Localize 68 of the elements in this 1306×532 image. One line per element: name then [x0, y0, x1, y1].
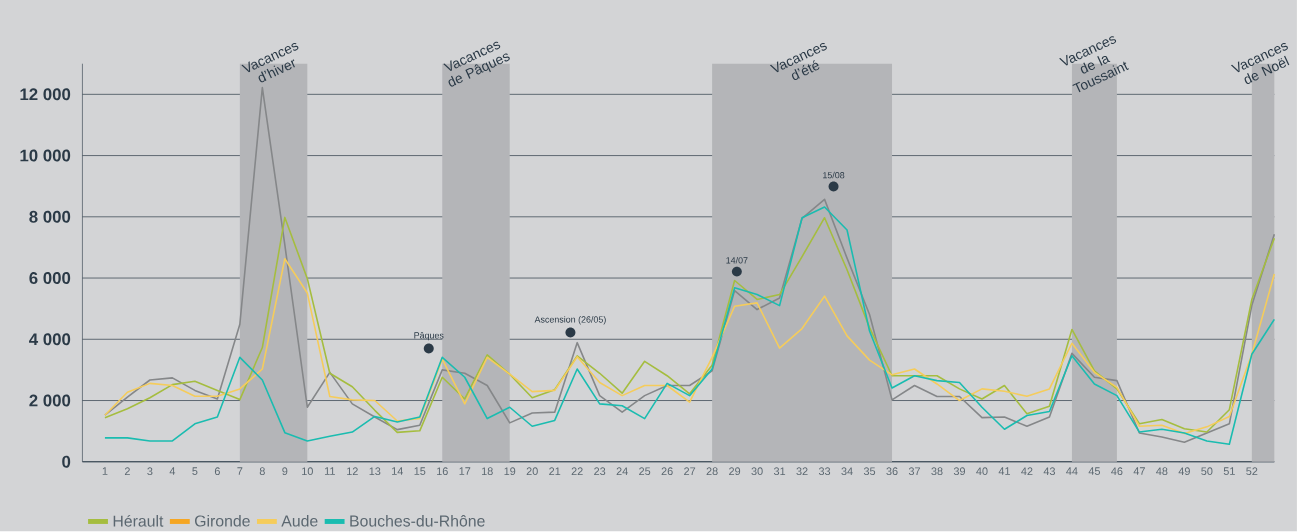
x-tick-label: 24: [616, 467, 628, 475]
x-tick-label: 1: [102, 467, 108, 475]
x-tick-label: 20: [526, 467, 538, 476]
x-tick-label: 35: [863, 467, 876, 476]
x-tick-label: 7: [237, 467, 243, 475]
x-tick-label: 28: [706, 467, 718, 476]
x-tick-label: 40: [976, 467, 988, 476]
x-tick-label: 26: [661, 467, 673, 476]
x-tick-label: 4: [169, 467, 176, 475]
x-tick-label: 37: [908, 467, 921, 476]
y-tick-label: 10 000: [20, 149, 71, 162]
x-tick-label: 6: [214, 467, 220, 476]
x-tick-label: 43: [1043, 467, 1056, 476]
x-tick-label: 41: [998, 467, 1010, 475]
x-tick-label: 5: [192, 467, 198, 475]
x-tick-label: 48: [1156, 467, 1168, 476]
x-tick-label: 44: [1066, 467, 1078, 475]
annotation: 15/08: [823, 171, 845, 179]
annotation: Pâques: [414, 331, 444, 341]
x-tick-label: 39: [953, 467, 966, 476]
x-tick-label: 38: [931, 467, 943, 476]
x-tick-label: 8: [259, 467, 265, 476]
x-tick-label: 11: [324, 467, 335, 475]
x-tick-label: 14: [392, 467, 403, 475]
x-tick-label: 51: [1223, 467, 1235, 475]
x-tick-label: 18: [482, 467, 493, 476]
y-tick-label: 8 000: [29, 210, 71, 223]
x-tick-label: 10: [302, 467, 313, 476]
x-tick-label: 9: [282, 467, 288, 476]
y-tick-label: 6 000: [29, 272, 71, 284]
x-tick-label: 49: [1178, 467, 1190, 476]
legend-label: Hérault: [113, 514, 164, 527]
x-tick-label: 17: [459, 467, 471, 475]
x-tick-label: 19: [504, 467, 516, 476]
annotation: Ascension (26/05): [534, 316, 606, 325]
y-tick-label: 4 000: [29, 333, 71, 346]
line-series: [104, 257, 1276, 435]
x-tick-label: 33: [818, 467, 831, 476]
legend-label: Gironde: [194, 514, 250, 527]
x-tick-label: 27: [684, 467, 696, 475]
x-tick-label: 45: [1088, 467, 1100, 475]
legend-label: Aude: [281, 514, 318, 527]
annotation: 14/07: [726, 256, 748, 264]
x-tick-label: 23: [594, 467, 606, 476]
x-tick-label: 12: [347, 467, 358, 475]
x-tick-label: 29: [729, 467, 741, 476]
x-tick-label: 34: [841, 467, 853, 476]
x-tick-label: 30: [751, 467, 763, 476]
x-tick-label: 21: [549, 467, 561, 475]
x-tick-label: 15: [414, 467, 426, 475]
x-tick-label: 3: [147, 467, 153, 476]
x-tick-label: 31: [773, 467, 786, 476]
y-tick-label: 0: [62, 455, 71, 468]
x-tick-label: 42: [1021, 467, 1033, 475]
x-tick-label: 22: [571, 467, 583, 475]
x-tick-label: 36: [886, 467, 898, 476]
x-tick-label: 13: [369, 467, 381, 476]
x-tick-label: 25: [639, 467, 651, 476]
y-tick-label: 2 000: [29, 394, 71, 407]
x-tick-label: 50: [1201, 467, 1213, 476]
x-tick-label: 52: [1246, 467, 1258, 476]
x-tick-label: 16: [437, 467, 448, 476]
x-tick-label: 32: [796, 467, 808, 476]
y-tick-label: 12 000: [20, 88, 71, 101]
x-tick-label: 46: [1111, 467, 1123, 476]
x-tick-label: 2: [124, 467, 130, 475]
x-tick-label: 47: [1133, 467, 1145, 475]
legend-label: Bouches-du-Rhône: [350, 514, 485, 527]
